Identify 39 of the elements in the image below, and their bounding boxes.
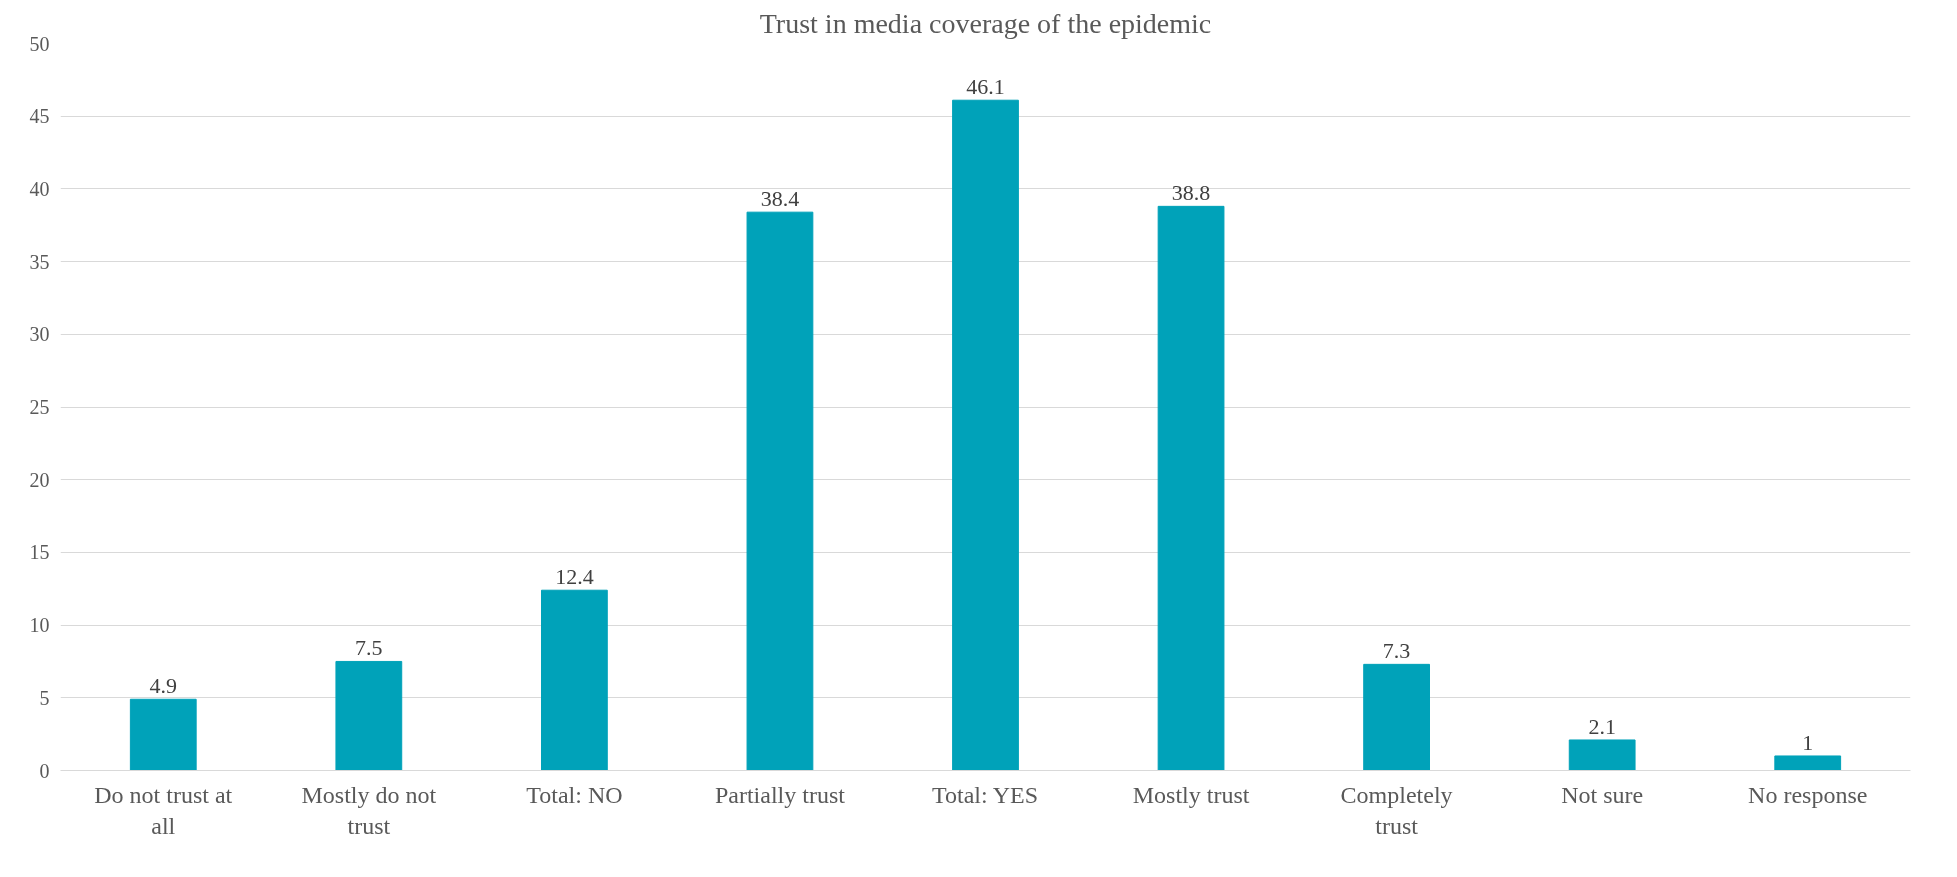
data-label: 1 xyxy=(1802,729,1814,755)
y-tick-label: 30 xyxy=(29,323,50,346)
y-tick-label: 5 xyxy=(39,686,50,709)
y-tick-label: 40 xyxy=(29,177,50,200)
bar xyxy=(1157,205,1225,771)
y-tick-label: 0 xyxy=(39,759,50,782)
bar xyxy=(541,589,608,771)
y-tick-label: 20 xyxy=(29,468,50,491)
x-tick-label: Mostly trust xyxy=(1132,781,1250,808)
bar xyxy=(952,99,1019,771)
data-label: 38.8 xyxy=(1171,180,1211,206)
data-label: 38.4 xyxy=(760,186,800,212)
bar xyxy=(1568,739,1636,771)
data-label: 46.1 xyxy=(966,74,1005,100)
bar xyxy=(1363,663,1430,771)
data-label: 12.4 xyxy=(555,564,594,590)
bar xyxy=(1774,755,1842,771)
x-tick-label: Mostly do not trust xyxy=(301,781,437,839)
x-tick-label: Partially trust xyxy=(714,781,846,808)
x-tick-label: Do not trust at all xyxy=(94,781,233,839)
chart-title: Trust in media coverage of the epidemic xyxy=(759,7,1212,39)
data-label: 7.5 xyxy=(355,635,383,661)
x-tick-label: Total: NO xyxy=(526,781,623,808)
bar xyxy=(746,211,814,771)
bar xyxy=(335,660,403,771)
y-tick-label: 50 xyxy=(29,32,50,55)
data-label: 4.9 xyxy=(149,673,178,699)
y-tick-label: 45 xyxy=(29,105,50,128)
y-tick-label: 35 xyxy=(29,250,50,273)
y-tick-label: 15 xyxy=(29,541,50,564)
x-tick-label: Completely trust xyxy=(1340,781,1453,839)
x-tick-label: Total: YES xyxy=(932,781,1039,808)
y-tick-label: 25 xyxy=(29,396,50,418)
y-tick-label: 10 xyxy=(29,614,50,637)
x-tick-label: Not sure xyxy=(1561,781,1644,808)
bar xyxy=(129,698,197,771)
data-label: 7.3 xyxy=(1382,638,1411,664)
x-tick-label: No response xyxy=(1748,781,1868,808)
data-label: 2.1 xyxy=(1588,713,1616,739)
